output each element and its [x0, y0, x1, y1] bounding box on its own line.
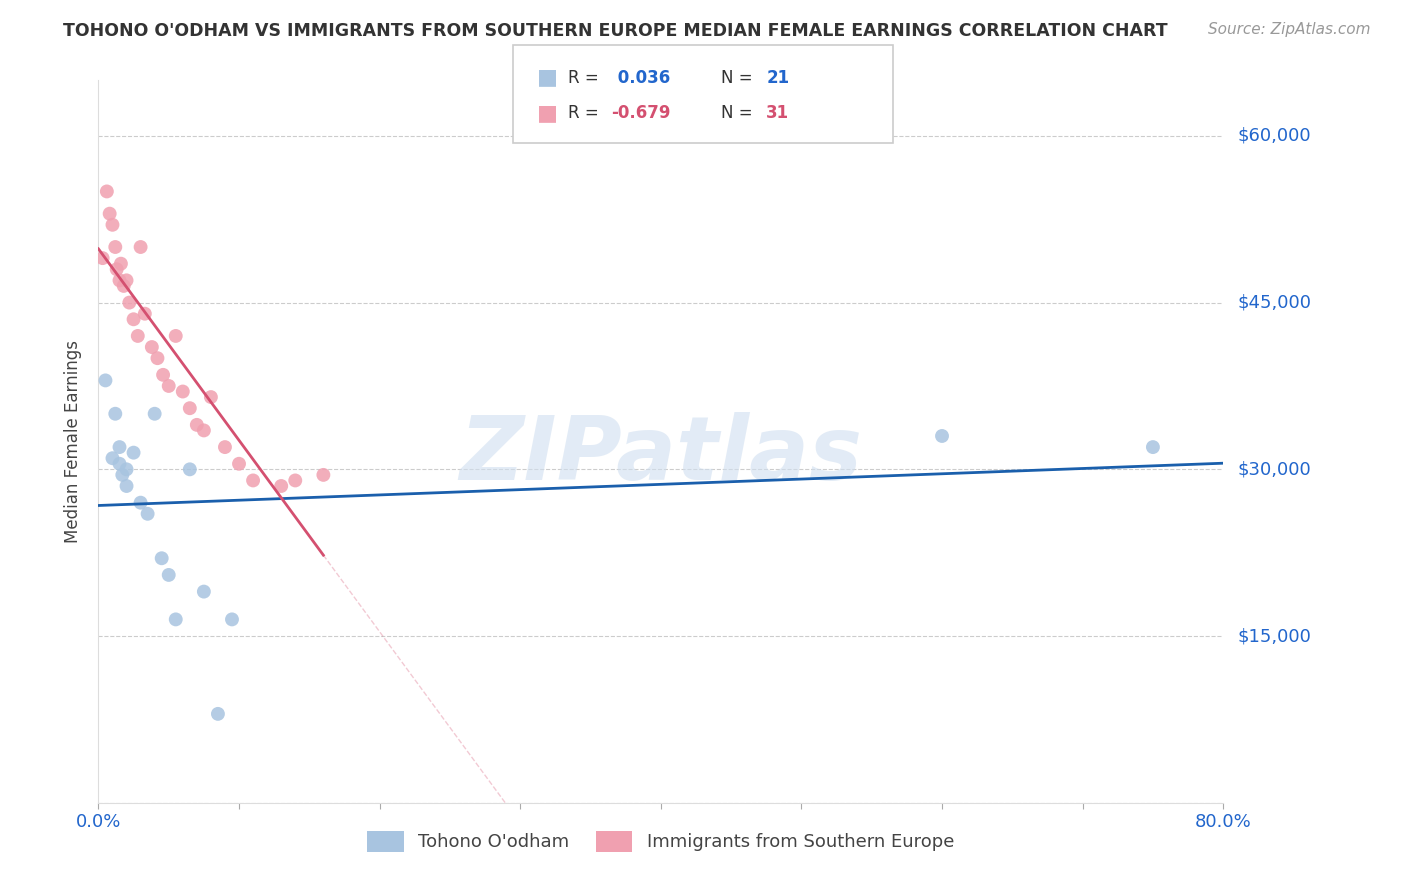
Point [115, 462, 138, 476]
Point [270, 479, 292, 493]
Point [228, 457, 250, 471]
Point [141, 340, 163, 354]
Point [94, 373, 117, 387]
Point [214, 440, 236, 454]
Point [108, 457, 131, 471]
Text: $45,000: $45,000 [1237, 293, 1312, 311]
Point [127, 329, 149, 343]
Point [129, 240, 152, 254]
Text: R =: R = [568, 104, 605, 122]
Text: N =: N = [721, 104, 758, 122]
Point [115, 479, 138, 493]
Point [134, 307, 156, 321]
Point [284, 474, 307, 488]
Text: N =: N = [721, 69, 758, 87]
Text: R =: R = [568, 69, 605, 87]
Text: 21: 21 [766, 69, 789, 87]
Point [165, 329, 187, 343]
Point [207, 706, 229, 721]
Point [157, 379, 180, 393]
Point [105, 262, 128, 277]
Text: 31: 31 [766, 104, 789, 122]
Point [122, 312, 145, 326]
Point [179, 401, 201, 416]
Point [91, 251, 114, 265]
Text: TOHONO O'ODHAM VS IMMIGRANTS FROM SOUTHERN EUROPE MEDIAN FEMALE EARNINGS CORRELA: TOHONO O'ODHAM VS IMMIGRANTS FROM SOUTHE… [63, 22, 1168, 40]
Text: $30,000: $30,000 [1237, 460, 1310, 478]
Text: ■: ■ [537, 103, 558, 123]
Point [98, 207, 121, 221]
Point [136, 507, 159, 521]
Point [152, 368, 174, 382]
Point [143, 407, 166, 421]
Point [186, 417, 208, 432]
Text: $15,000: $15,000 [1237, 627, 1310, 645]
Point [108, 440, 131, 454]
Point [179, 462, 201, 476]
Point [112, 279, 135, 293]
Point [157, 568, 180, 582]
Legend: Tohono O'odham, Immigrants from Southern Europe: Tohono O'odham, Immigrants from Southern… [360, 823, 962, 859]
Point [200, 390, 222, 404]
Point [101, 451, 124, 466]
Text: 0.036: 0.036 [612, 69, 669, 87]
Point [172, 384, 194, 399]
Text: Source: ZipAtlas.com: Source: ZipAtlas.com [1208, 22, 1371, 37]
Point [193, 584, 215, 599]
Y-axis label: Median Female Earnings: Median Female Earnings [65, 340, 83, 543]
Text: ZIPatlas: ZIPatlas [460, 412, 862, 500]
Point [1142, 440, 1164, 454]
Point [96, 185, 118, 199]
Text: ■: ■ [537, 68, 558, 87]
Point [221, 612, 243, 626]
Point [129, 496, 152, 510]
Text: $60,000: $60,000 [1237, 127, 1310, 145]
Point [104, 407, 127, 421]
Point [108, 273, 131, 287]
Point [115, 273, 138, 287]
Point [111, 467, 134, 482]
Point [110, 257, 132, 271]
Point [242, 474, 264, 488]
Point [122, 445, 145, 459]
Point [931, 429, 953, 443]
Point [146, 351, 169, 366]
Point [101, 218, 124, 232]
Point [118, 295, 141, 310]
Point [165, 612, 187, 626]
Point [193, 424, 215, 438]
Text: -0.679: -0.679 [612, 104, 671, 122]
Point [150, 551, 173, 566]
Point [104, 240, 127, 254]
Point [312, 467, 335, 482]
